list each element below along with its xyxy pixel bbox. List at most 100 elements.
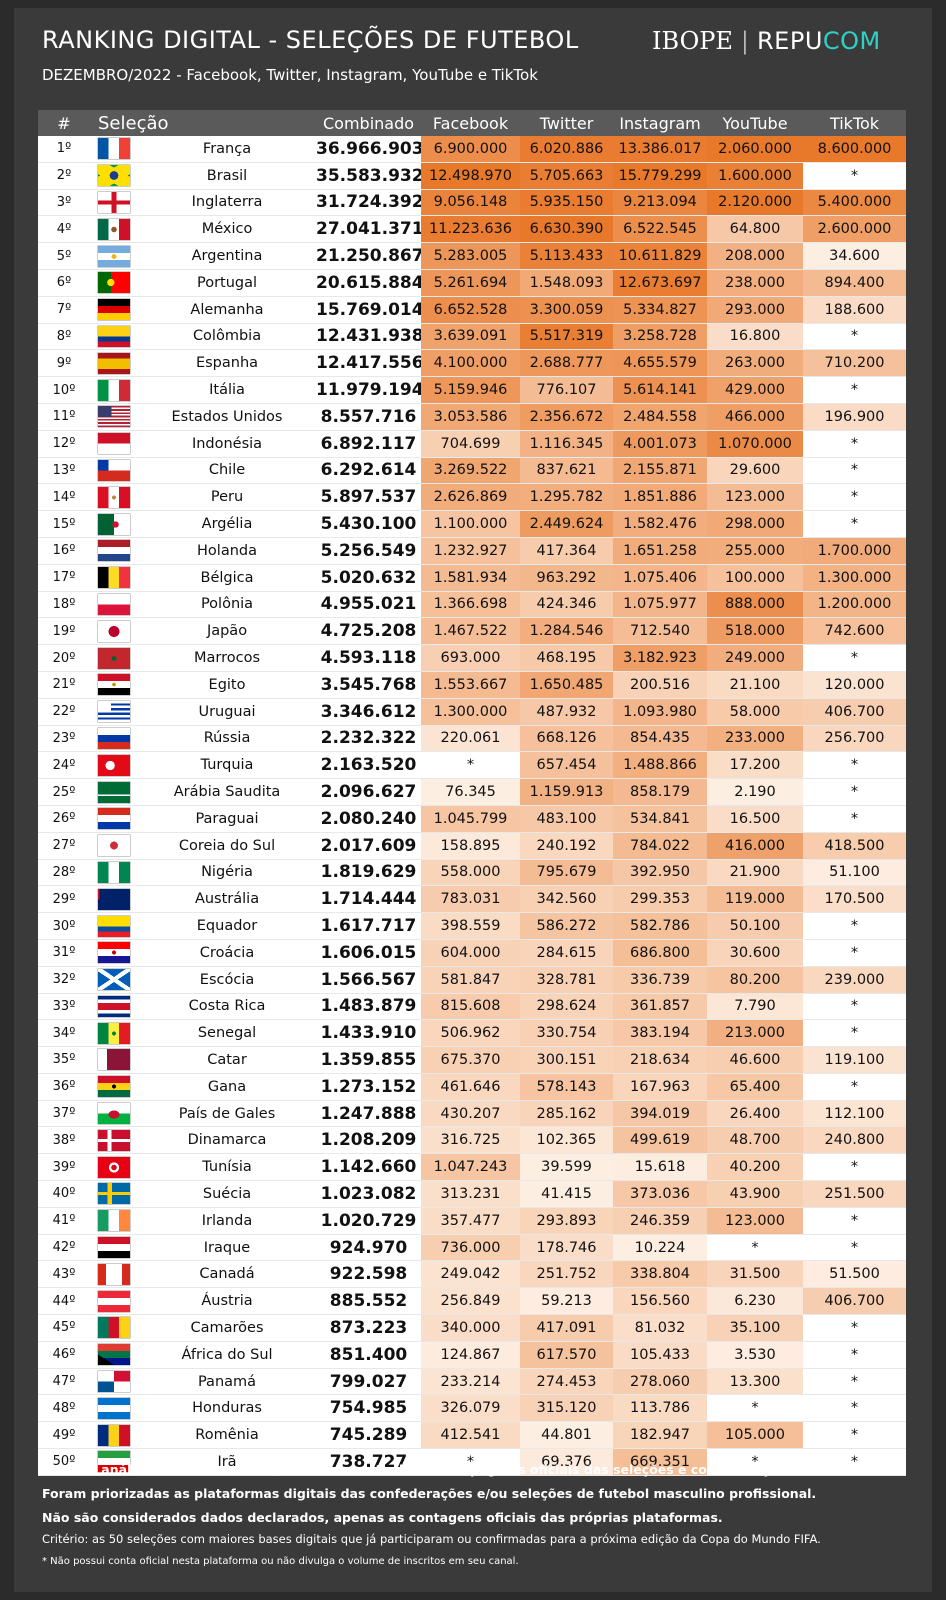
flag-cell	[90, 591, 138, 619]
table-row: 27º Coreia do Sul 2.017.609 158.895 240.192 7…	[38, 832, 907, 860]
youtube-cell: 7.790	[707, 993, 804, 1021]
footer-criteria: Critério: as 50 seleções com maiores bas…	[42, 1532, 821, 1546]
country-name: Paraguai	[138, 805, 317, 833]
instagram-cell: 10.224	[613, 1234, 708, 1262]
twitter-cell: 251.752	[520, 1260, 614, 1289]
flag-cell	[90, 242, 138, 270]
instagram-cell: 2.155.871	[613, 457, 708, 485]
youtube-cell: 255.000	[707, 537, 804, 565]
country-flag-icon	[98, 647, 130, 669]
youtube-cell: 416.000	[707, 832, 804, 860]
rank-cell: 10º	[38, 376, 90, 404]
country-name: Itália	[138, 376, 317, 404]
country-flag-icon	[98, 701, 130, 723]
table-row: 38º Dinamarca 1.208.209 316.725 102.365 499.6…	[38, 1126, 907, 1155]
facebook-cell: 249.042	[421, 1260, 521, 1289]
country-name: Canadá	[138, 1260, 317, 1289]
combinado-cell: 851.400	[316, 1341, 422, 1369]
flag-cell	[90, 162, 138, 190]
flag-cell	[90, 939, 138, 967]
country-flag-icon	[98, 513, 130, 535]
tiktok-cell: 1.700.000	[803, 537, 907, 565]
rank-cell: 49º	[38, 1421, 90, 1450]
rank-cell: 16º	[38, 537, 90, 565]
youtube-cell: 2.120.000	[707, 189, 804, 217]
instagram-cell: 1.093.980	[613, 698, 708, 726]
facebook-cell: 5.283.005	[421, 242, 521, 270]
country-name: Equador	[138, 912, 317, 940]
flag-cell	[90, 859, 138, 887]
tiktok-cell: 5.400.000	[803, 189, 907, 217]
facebook-cell: 6.900.000	[421, 136, 521, 163]
country-flag-icon	[98, 1129, 130, 1151]
tiktok-cell: *	[803, 1394, 907, 1423]
twitter-cell: 5.113.433	[520, 242, 614, 270]
tiktok-cell: *	[803, 1073, 907, 1101]
youtube-cell: 293.000	[707, 296, 804, 324]
twitter-cell: 59.213	[520, 1287, 614, 1316]
facebook-cell: 506.962	[421, 1019, 521, 1048]
flag-cell	[90, 1046, 138, 1074]
tiktok-cell: *	[803, 778, 907, 806]
brand-separator: |	[740, 27, 749, 55]
instagram-cell: 167.963	[613, 1073, 708, 1101]
combinado-cell: 924.970	[316, 1234, 422, 1262]
twitter-cell: 342.560	[520, 885, 614, 914]
flag-cell	[90, 189, 138, 217]
combinado-cell: 3.545.768	[316, 671, 422, 699]
country-flag-icon	[98, 915, 130, 937]
flag-cell	[90, 1341, 138, 1369]
twitter-cell: 44.801	[520, 1421, 614, 1450]
twitter-cell: 6.630.390	[520, 215, 614, 244]
youtube-cell: 6.230	[707, 1287, 804, 1316]
rank-cell: 39º	[38, 1153, 90, 1182]
country-flag-icon	[98, 138, 130, 160]
country-name: Nigéria	[138, 859, 317, 887]
country-flag-icon	[98, 1237, 130, 1259]
table-row: 40º Suécia 1.023.082 313.231 41.415 373.036 43…	[38, 1180, 907, 1208]
instagram-cell: 278.060	[613, 1368, 708, 1396]
combinado-cell: 799.027	[316, 1368, 422, 1396]
twitter-cell: 468.195	[520, 644, 614, 672]
combinado-cell: 885.552	[316, 1287, 422, 1316]
country-name: Colômbia	[138, 323, 317, 351]
rank-cell: 27º	[38, 832, 90, 860]
rank-cell: 47º	[38, 1368, 90, 1396]
country-flag-icon	[98, 406, 130, 428]
country-flag-icon	[98, 781, 130, 803]
combinado-cell: 5.897.537	[316, 483, 422, 512]
rank-cell: 6º	[38, 269, 90, 297]
facebook-cell: 11.223.636	[421, 215, 521, 244]
youtube-cell: 16.800	[707, 323, 804, 351]
youtube-cell: 2.190	[707, 778, 804, 806]
table-row: 50º Irã 738.727 * 69.376 669.351 * *	[38, 1448, 907, 1476]
facebook-cell: 558.000	[421, 859, 521, 887]
combinado-cell: 2.232.322	[316, 725, 422, 753]
tiktok-cell: 119.100	[803, 1046, 907, 1074]
facebook-cell: 1.366.698	[421, 591, 521, 619]
facebook-cell: 1.553.667	[421, 671, 521, 699]
table-row: 18º Polônia 4.955.021 1.366.698 424.346 1.075…	[38, 591, 907, 619]
flag-cell	[90, 1234, 138, 1262]
facebook-cell: 815.608	[421, 993, 521, 1021]
flag-cell	[90, 430, 138, 458]
combinado-cell: 1.142.660	[316, 1153, 422, 1182]
rank-cell: 44º	[38, 1287, 90, 1316]
country-name: Portugal	[138, 269, 317, 297]
twitter-cell: 668.126	[520, 725, 614, 753]
youtube-cell: 16.500	[707, 805, 804, 833]
rank-cell: 17º	[38, 564, 90, 592]
country-flag-icon	[98, 727, 130, 749]
rank-cell: 36º	[38, 1073, 90, 1101]
instagram-cell: 15.618	[613, 1153, 708, 1182]
combinado-cell: 1.023.082	[316, 1180, 422, 1208]
combinado-cell: 8.557.716	[316, 403, 422, 431]
instagram-cell: 218.634	[613, 1046, 708, 1074]
country-name: Peru	[138, 483, 317, 512]
facebook-cell: 783.031	[421, 885, 521, 914]
rank-cell: 42º	[38, 1234, 90, 1262]
table-body: 1º França 36.966.903 6.900.000 6.020.886 13.3…	[38, 136, 907, 1476]
country-name: Áustria	[138, 1287, 317, 1316]
rank-cell: 33º	[38, 993, 90, 1021]
instagram-cell: 1.488.866	[613, 751, 708, 780]
